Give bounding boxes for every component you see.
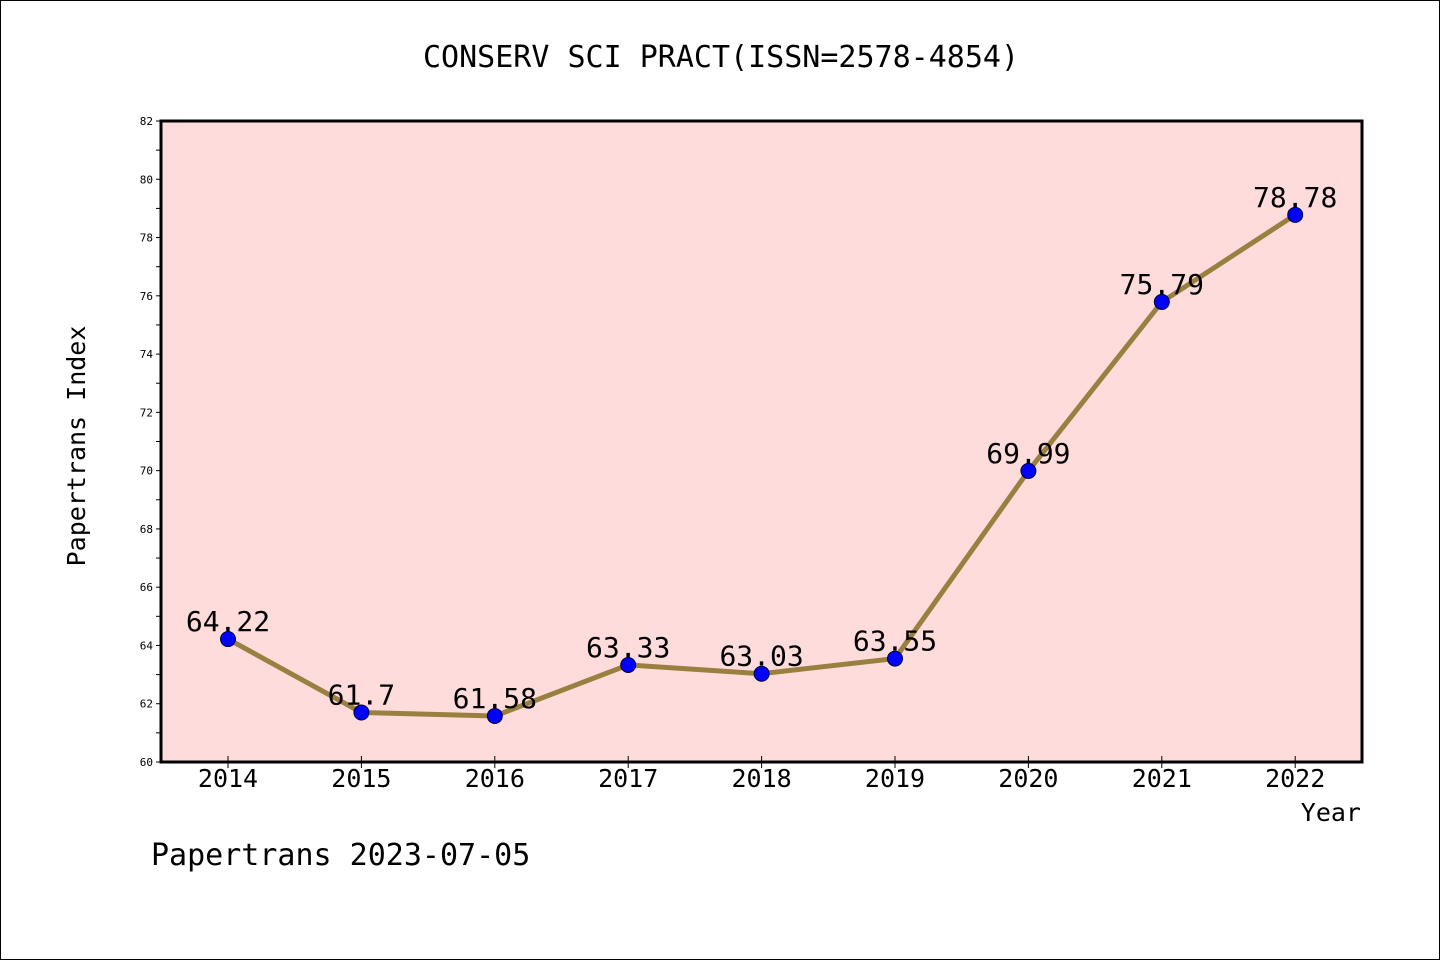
x-axis-ticks: 2014 2015 2016 2017 2018 2019 2020 2021 2022 xyxy=(198,756,1325,793)
data-point-marker xyxy=(353,704,370,721)
data-point-marker xyxy=(1153,293,1170,310)
data-point-marker xyxy=(620,656,637,673)
x-tick-label: 2017 xyxy=(598,764,658,793)
footer-text: Papertrans 2023-07-05 xyxy=(151,838,530,873)
x-tick-label: 2016 xyxy=(465,764,525,793)
x-tick-label: 2020 xyxy=(998,764,1058,793)
chart-title: CONSERV SCI PRACT(ISSN=2578-4854) xyxy=(423,40,1019,75)
y-tick-label: 60 xyxy=(140,756,153,769)
y-axis-label: Papertrans Index xyxy=(62,326,91,567)
plot-background xyxy=(161,121,1362,762)
y-tick-label: 62 xyxy=(140,698,153,711)
data-label: 61.58 xyxy=(453,682,537,715)
data-label: 63.55 xyxy=(853,625,937,658)
x-tick-label: 2015 xyxy=(331,764,391,793)
y-tick-label: 66 xyxy=(140,581,153,594)
data-point-marker xyxy=(486,707,503,724)
data-point-marker xyxy=(753,665,770,682)
x-tick-label: 2021 xyxy=(1132,764,1192,793)
x-tick-label: 2014 xyxy=(198,764,258,793)
data-label: 78.78 xyxy=(1253,181,1337,214)
data-label: 63.33 xyxy=(586,631,670,664)
y-tick-label: 64 xyxy=(140,639,154,652)
data-point-marker xyxy=(1287,206,1304,223)
data-point-marker xyxy=(1020,462,1037,479)
y-tick-label: 76 xyxy=(140,290,153,303)
data-labels-group: 64.22 61.7 61.58 63.33 63.03 63.55 69.99 75.79 7… xyxy=(186,181,1337,715)
data-label: 61.7 xyxy=(328,678,395,711)
data-label: 69.99 xyxy=(986,437,1070,470)
y-tick-label: 78 xyxy=(140,232,153,245)
x-tick-label: 2019 xyxy=(865,764,925,793)
y-tick-label: 68 xyxy=(140,523,153,536)
data-label: 75.79 xyxy=(1120,268,1204,301)
y-tick-label: 74 xyxy=(140,348,154,361)
data-label: 64.22 xyxy=(186,605,270,638)
x-axis-label: Year xyxy=(1301,798,1361,827)
y-axis-ticks: 60 62 64 66 68 70 72 74 76 78 80 82 xyxy=(140,115,161,769)
x-tick-label: 2022 xyxy=(1265,764,1325,793)
data-point-marker xyxy=(220,631,236,648)
y-tick-label: 72 xyxy=(140,406,153,419)
x-tick-label: 2018 xyxy=(731,764,791,793)
series-line-group xyxy=(220,206,1304,724)
y-tick-label: 70 xyxy=(140,465,153,478)
y-tick-label: 80 xyxy=(140,173,153,186)
data-point-marker xyxy=(887,650,903,667)
data-label: 63.03 xyxy=(719,640,803,673)
y-tick-label: 82 xyxy=(140,115,153,128)
plot-border xyxy=(159,119,1364,764)
